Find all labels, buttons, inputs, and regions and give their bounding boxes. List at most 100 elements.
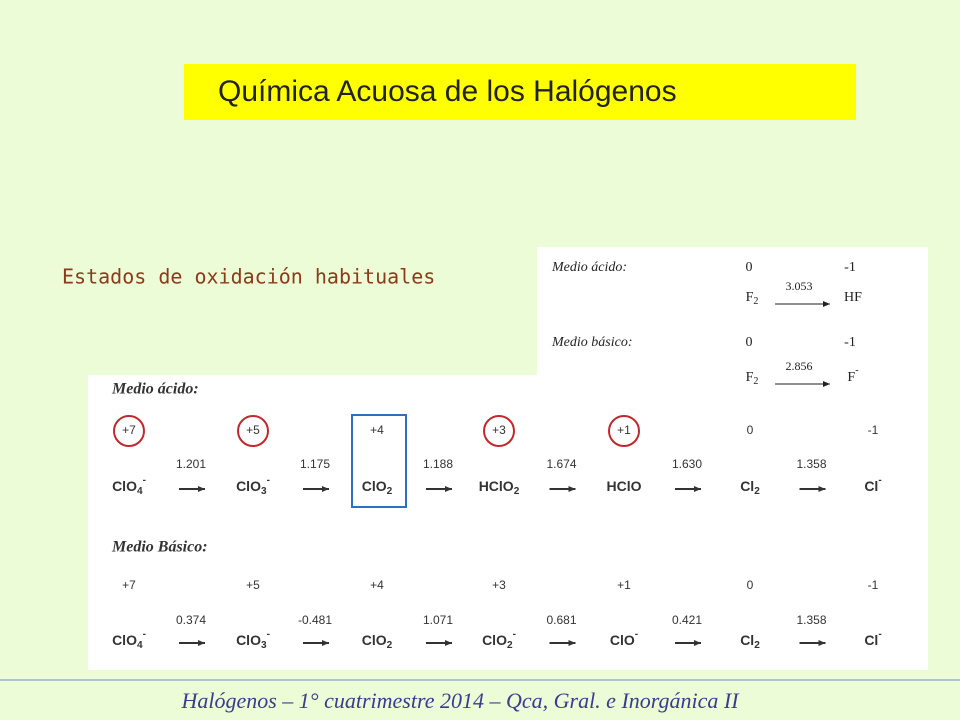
species: F2	[746, 370, 759, 387]
potential: 1.358	[796, 613, 826, 627]
species: ClO2	[362, 478, 393, 497]
circle	[113, 415, 145, 447]
footer: Halógenos – 1° cuatrimestre 2014 – Qca, …	[180, 688, 740, 713]
potential: 2.856	[786, 359, 813, 373]
highlight-box	[351, 414, 407, 508]
oxidation-state: -1	[868, 578, 879, 592]
species-subscript: 2	[754, 640, 760, 651]
oxidation-state: 0	[746, 335, 753, 350]
arrow-head	[198, 640, 205, 646]
oxidation-state: 0	[746, 260, 753, 275]
potential: 1.175	[300, 457, 330, 471]
oxidation-state: +3	[492, 423, 506, 437]
species-superscript: -	[878, 475, 881, 486]
species: F-	[847, 365, 858, 385]
species: Cl2	[740, 632, 760, 651]
species: ClO4-	[112, 475, 146, 497]
arrow-head	[568, 486, 576, 492]
arrow-head	[568, 640, 576, 646]
species: HF	[844, 290, 862, 305]
title-box	[184, 64, 856, 120]
species: ClO2-	[482, 629, 516, 651]
medium-label: Medio Básico:	[111, 539, 208, 556]
potential: 1.358	[796, 457, 826, 471]
potential: 1.674	[546, 457, 576, 471]
species: Cl-	[864, 475, 881, 494]
species: HClO2	[479, 478, 520, 497]
species: ClO2	[362, 632, 393, 651]
oxidation-state: +4	[370, 423, 384, 437]
species-subscript: 2	[387, 486, 393, 497]
oxidation-state: +3	[492, 578, 506, 592]
species-superscript: -	[143, 629, 146, 640]
species-subscript: 4	[137, 486, 143, 497]
oxidation-state: 0	[747, 578, 754, 592]
species-formula: ClO	[112, 478, 137, 494]
species-superscript: -	[267, 629, 270, 640]
arrow-head	[322, 486, 329, 492]
species-superscript: -	[267, 475, 270, 486]
oxidation-state: -1	[844, 335, 856, 350]
species-superscript: -	[513, 629, 516, 640]
potential: 0.374	[176, 613, 206, 627]
species-subscript: 2	[753, 296, 758, 307]
species-formula: F	[847, 370, 855, 385]
oxidation-state: +1	[617, 423, 631, 437]
species-superscript: -	[878, 629, 881, 640]
chlorine-panel	[88, 375, 928, 670]
oxidation-state: -1	[868, 423, 879, 437]
potential: 0.421	[672, 613, 702, 627]
species-superscript: -	[855, 365, 858, 376]
species-formula: ClO	[362, 478, 387, 494]
species-formula: Cl	[740, 478, 754, 494]
potential: 1.071	[423, 613, 453, 627]
species-formula: ClO	[236, 632, 261, 648]
species: HClO	[607, 478, 642, 494]
species-formula: ClO	[610, 632, 635, 648]
species-subscript: 2	[514, 486, 520, 497]
species-formula: ClO	[482, 632, 507, 648]
highlight-circles	[113, 415, 640, 447]
oxidation-state: +7	[122, 423, 136, 437]
arrow-head	[694, 486, 701, 492]
arrow-head	[445, 486, 452, 492]
species-superscript: -	[143, 475, 146, 486]
species-formula: HClO	[607, 478, 642, 494]
species-subscript: 2	[753, 376, 758, 387]
species-formula: Cl	[740, 632, 754, 648]
species-subscript: 4	[137, 640, 143, 651]
circle	[608, 415, 640, 447]
oxidation-state: -1	[844, 260, 856, 275]
oxidation-state: +4	[370, 578, 384, 592]
oxidation-state: +5	[246, 423, 260, 437]
species: Cl2	[740, 478, 760, 497]
species: F2	[746, 290, 759, 307]
circle	[237, 415, 269, 447]
medium-label: Medio ácido:	[111, 381, 199, 398]
potential: 1.630	[672, 457, 702, 471]
species-formula: F	[746, 290, 754, 305]
circle	[483, 415, 515, 447]
species: ClO3-	[236, 475, 270, 497]
subtitle: Estados de oxidación habituales	[62, 265, 435, 289]
potential: -0.481	[298, 613, 332, 627]
species-formula: Cl	[864, 632, 878, 648]
species-subscript: 2	[507, 640, 513, 651]
arrow-head	[823, 301, 830, 307]
species-subscript: 3	[261, 486, 267, 497]
medium-label: Medio básico:	[551, 335, 632, 350]
oxidation-state: 0	[747, 423, 754, 437]
species-subscript: 2	[754, 486, 760, 497]
species-subscript: 3	[261, 640, 267, 651]
arrow-head	[322, 640, 329, 646]
species-formula: Cl	[864, 478, 878, 494]
potential: 1.201	[176, 457, 206, 471]
species-formula: ClO	[236, 478, 261, 494]
arrow-head	[445, 640, 452, 646]
oxidation-state: +5	[246, 578, 260, 592]
title: Química Acuosa de los Halógenos	[218, 75, 677, 108]
arrow-head	[198, 486, 205, 492]
oxidation-state: +1	[617, 578, 631, 592]
arrow-head	[818, 486, 826, 492]
